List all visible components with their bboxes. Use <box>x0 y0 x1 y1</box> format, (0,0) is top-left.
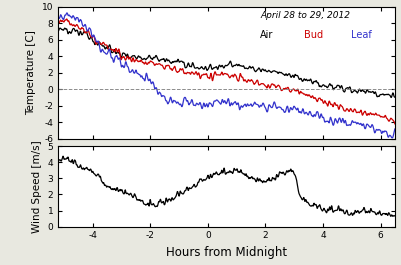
Text: Leaf: Leaf <box>351 30 372 41</box>
Y-axis label: Wind Speed [m/s]: Wind Speed [m/s] <box>32 140 42 233</box>
Text: Bud: Bud <box>304 30 323 41</box>
Y-axis label: Temperature [C]: Temperature [C] <box>26 30 36 115</box>
X-axis label: Hours from Midnight: Hours from Midnight <box>166 246 287 259</box>
Text: Air: Air <box>260 30 273 41</box>
Text: April 28 to 29, 2012: April 28 to 29, 2012 <box>260 11 350 20</box>
